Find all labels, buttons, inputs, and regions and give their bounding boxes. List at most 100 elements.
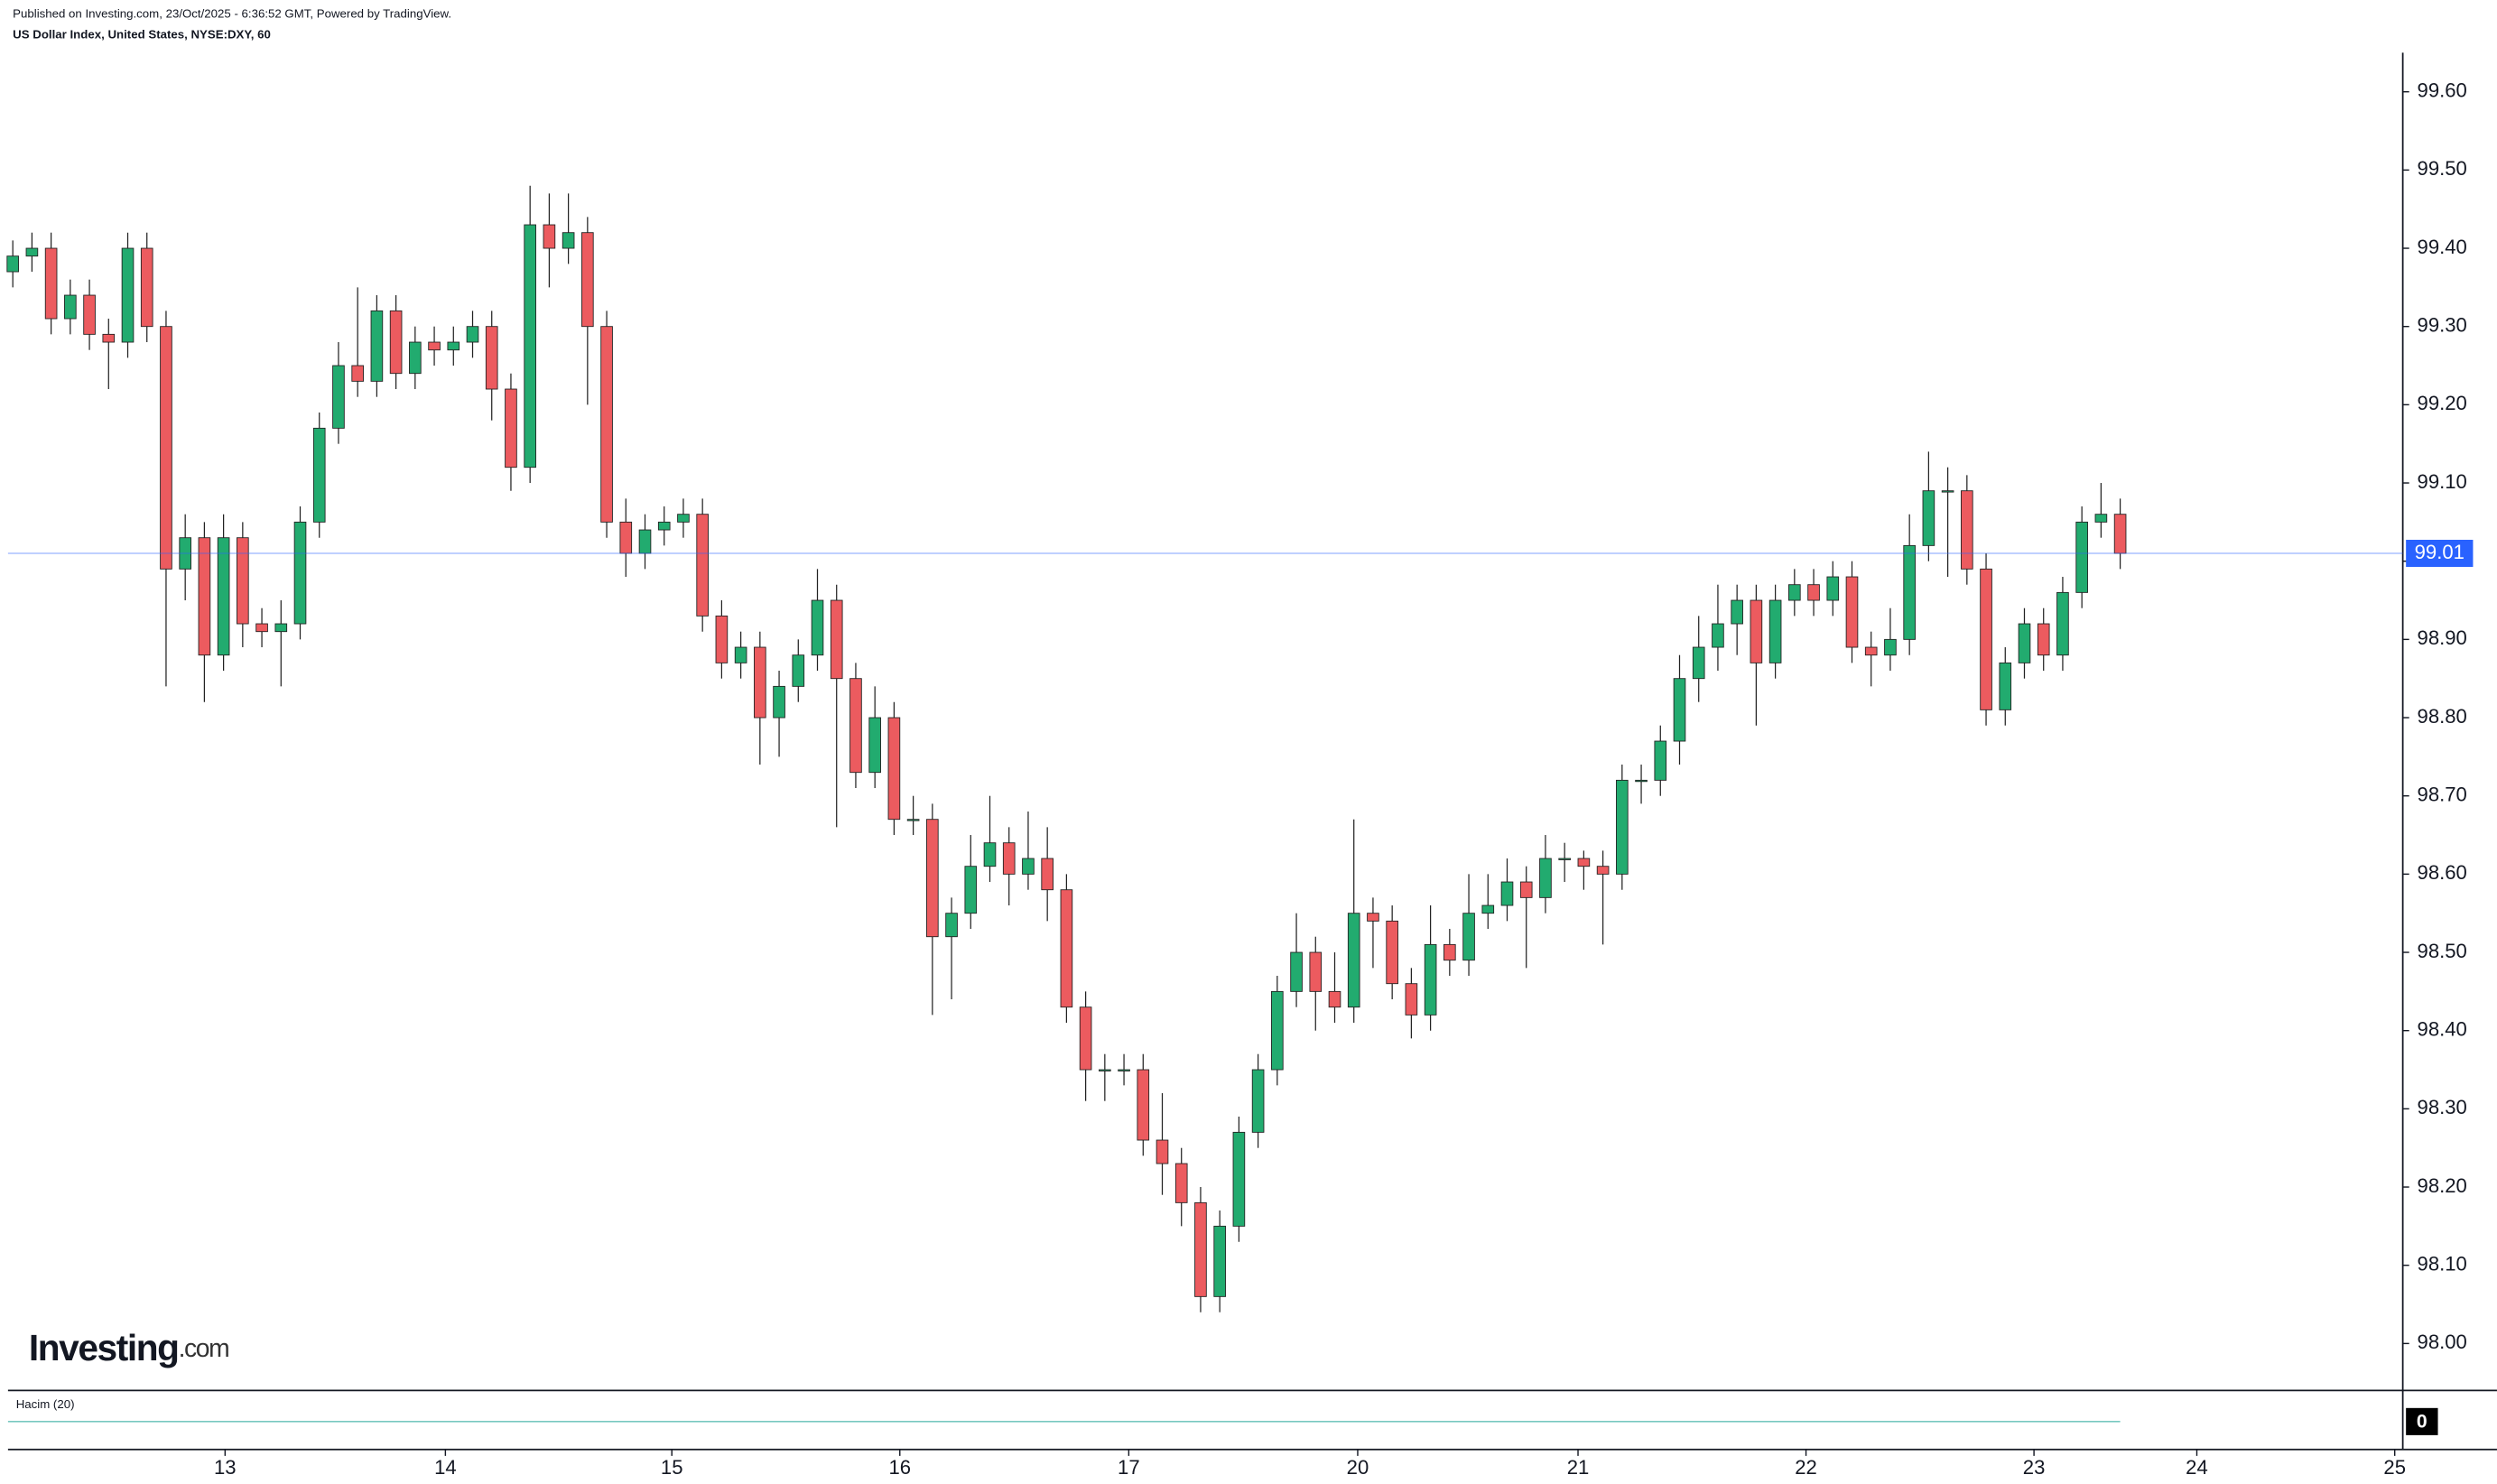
candle-body	[887, 717, 901, 821]
candle-body	[945, 913, 958, 938]
candle-body	[811, 599, 824, 656]
candle-body	[140, 247, 153, 328]
x-tick-label: 24	[2186, 1456, 2208, 1479]
x-tick-label: 16	[888, 1456, 911, 1479]
candle-body	[2075, 521, 2088, 593]
candle-body	[906, 819, 920, 821]
candle-body	[619, 521, 633, 554]
y-tick-label: 98.50	[2418, 940, 2467, 962]
x-tick-label: 20	[1347, 1456, 1369, 1479]
candle-body	[677, 514, 690, 523]
candle-body	[255, 623, 268, 633]
candle-body	[505, 388, 517, 468]
candle-body	[293, 521, 307, 625]
volume-tick-box	[2406, 1407, 2438, 1435]
candle-body	[1845, 576, 1859, 648]
x-tick-label: 17	[1118, 1456, 1140, 1479]
candle-body	[524, 224, 536, 468]
candle-body	[1961, 490, 1973, 570]
logo-main: Investing	[29, 1327, 179, 1368]
candle-body	[1788, 584, 1801, 601]
candle-body	[1500, 881, 1514, 906]
candle-body	[1367, 913, 1379, 922]
y-tick-label: 98.20	[2418, 1174, 2467, 1197]
logo-suffix: .com	[179, 1334, 229, 1363]
candle-body	[1826, 576, 1840, 601]
y-tick-label: 98.30	[2418, 1096, 2467, 1118]
x-tick-label: 14	[434, 1456, 457, 1479]
candle-body	[237, 537, 249, 625]
x-tick-label: 13	[214, 1456, 237, 1479]
candle-body	[1213, 1225, 1226, 1297]
candle-body	[2056, 591, 2069, 656]
candle-body	[964, 866, 978, 914]
candle-body	[2018, 623, 2031, 663]
y-tick-label: 99.10	[2418, 470, 2467, 493]
candle-body	[332, 365, 345, 429]
candle-body	[428, 341, 441, 351]
candle-body	[1405, 983, 1418, 1016]
candle-body	[1616, 779, 1629, 875]
candle-body	[6, 255, 19, 273]
candle-body	[830, 599, 843, 680]
y-tick-label: 98.70	[2418, 784, 2467, 806]
candle-body	[600, 326, 613, 523]
chart-title: US Dollar Index, United States, NYSE:DXY…	[13, 27, 271, 41]
candle-body	[1462, 913, 1475, 961]
candle-body	[1022, 858, 1035, 875]
y-tick-label: 98.10	[2418, 1253, 2467, 1275]
candle-body	[102, 333, 116, 343]
candle-body	[983, 842, 997, 867]
y-tick-label: 98.60	[2418, 861, 2467, 884]
candle-body	[1731, 599, 1743, 625]
candle-body	[715, 615, 729, 663]
candles	[6, 185, 2127, 1312]
candle-body	[773, 685, 785, 719]
candle-body	[1692, 646, 1705, 680]
candle-body	[1539, 858, 1552, 898]
candle-body	[1099, 1069, 1111, 1071]
candle-body	[1386, 920, 1398, 985]
y-tick-label: 99.40	[2418, 236, 2467, 258]
x-tick-label: 23	[2023, 1456, 2046, 1479]
candle-body	[1271, 990, 1284, 1071]
candle-body	[1519, 881, 1533, 898]
candle-body	[485, 326, 498, 390]
candle-body	[447, 341, 460, 351]
candle-body	[581, 232, 594, 328]
candle-body	[1596, 866, 1610, 875]
y-tick-label: 98.90	[2418, 626, 2467, 649]
last-price-box	[2406, 539, 2474, 568]
candle-body	[1137, 1069, 1150, 1141]
candle-body	[1864, 646, 1878, 656]
candle-body	[1903, 544, 1916, 640]
candle-body	[1424, 943, 1437, 1016]
candle-body	[160, 326, 172, 570]
candle-body	[1328, 990, 1341, 1008]
candle-body	[754, 646, 766, 719]
x-tick-label: 21	[1567, 1456, 1590, 1479]
candle-body	[1980, 568, 1992, 710]
y-tick-label: 98.80	[2418, 705, 2467, 728]
candle-body	[1156, 1139, 1169, 1164]
candle-body	[370, 310, 384, 382]
x-tick-label: 22	[1795, 1456, 1817, 1479]
candle-body	[44, 247, 58, 320]
candle-body	[198, 537, 211, 656]
candle-body	[926, 819, 939, 938]
candle-body	[1999, 662, 2012, 710]
candle-body	[1635, 779, 1648, 783]
candle-body	[1654, 740, 1667, 781]
candle-body	[1443, 943, 1456, 961]
header: Published on Investing.com, 23/Oct/2025 …	[13, 6, 451, 20]
candle-body	[1807, 584, 1820, 601]
candle-body	[389, 310, 403, 375]
candle-body	[562, 232, 575, 249]
candle-body	[2037, 623, 2050, 656]
candle-body	[2094, 514, 2108, 523]
y-tick-label: 99.60	[2418, 79, 2467, 102]
candle-body	[1922, 490, 1935, 546]
candle-body	[1041, 858, 1054, 891]
